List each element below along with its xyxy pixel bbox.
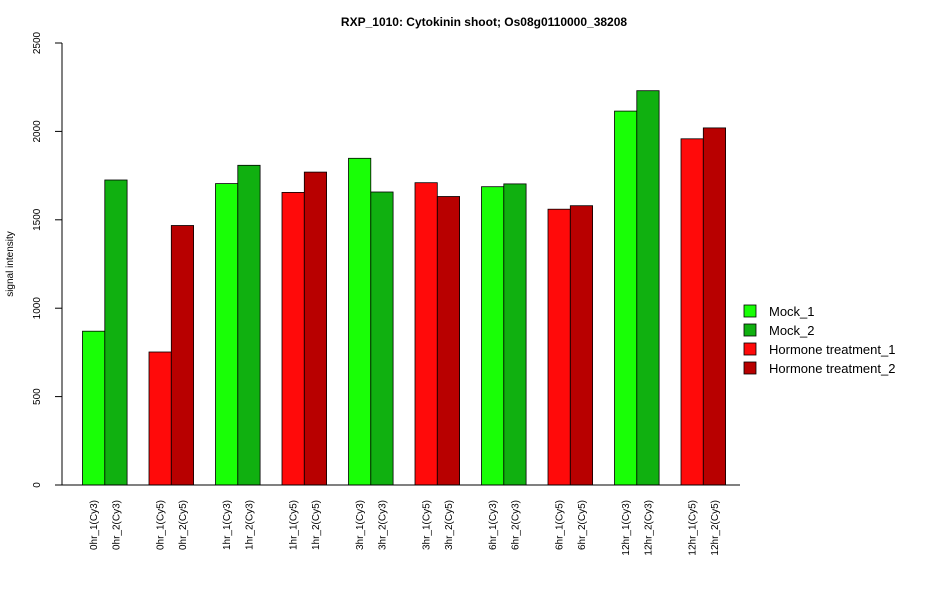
bar xyxy=(569,205,593,486)
bars-group xyxy=(82,90,726,486)
bar xyxy=(370,191,394,486)
x-tick-label: 12hr_1(Cy3) xyxy=(621,500,632,556)
x-tick-label: 12hr_2(Cy3) xyxy=(643,500,654,556)
x-tick-label: 12hr_1(Cy5) xyxy=(688,500,699,556)
x-tick-label: 6hr_2(Cy5) xyxy=(577,500,588,550)
legend-swatch xyxy=(743,342,757,356)
y-tick-label: 2000 xyxy=(32,120,43,143)
x-tick-label: 1hr_2(Cy3) xyxy=(245,500,256,550)
y-tick-label: 2500 xyxy=(32,31,43,54)
legend-label: Mock_1 xyxy=(769,304,815,319)
x-tick-label: 0hr_2(Cy5) xyxy=(178,500,189,550)
bar xyxy=(636,90,660,486)
bar xyxy=(281,191,305,486)
bar xyxy=(702,127,726,486)
x-tick-label: 0hr_1(Cy3) xyxy=(89,500,100,550)
bar xyxy=(481,186,505,486)
bar xyxy=(614,110,638,486)
y-tick-label: 0 xyxy=(32,482,43,488)
legend-label: Hormone treatment_1 xyxy=(769,342,895,357)
bar xyxy=(348,157,372,486)
x-tick-label: 6hr_2(Cy3) xyxy=(511,500,522,550)
bar xyxy=(104,179,128,486)
legend-swatch xyxy=(743,361,757,375)
bar xyxy=(303,171,327,486)
bar xyxy=(148,351,172,486)
x-tick-label: 3hr_2(Cy3) xyxy=(377,500,388,550)
x-tick-label: 3hr_2(Cy5) xyxy=(444,500,455,550)
x-tick-label: 1hr_1(Cy3) xyxy=(222,500,233,550)
bar xyxy=(170,225,195,486)
bar xyxy=(237,164,261,486)
y-tick-label: 1500 xyxy=(32,208,43,231)
x-tick-label: 0hr_2(Cy3) xyxy=(112,500,123,550)
legend-label: Mock_2 xyxy=(769,323,815,338)
legend-swatch xyxy=(743,323,757,337)
chart-title: RXP_1010: Cytokinin shoot; Os08g0110000_… xyxy=(341,15,627,29)
y-axis: 0 500 1000 1500 2000 2500 xyxy=(32,31,63,488)
x-tick-label: 6hr_1(Cy5) xyxy=(555,500,566,550)
x-tick-label: 3hr_1(Cy3) xyxy=(355,500,366,550)
x-tick-label: 1hr_1(Cy5) xyxy=(289,500,300,550)
bar xyxy=(436,196,460,486)
bar xyxy=(547,208,571,486)
legend-label: Hormone treatment_2 xyxy=(769,361,895,376)
x-tick-label: 6hr_1(Cy3) xyxy=(488,500,499,550)
bar xyxy=(414,182,438,486)
y-axis-label: signal intensity xyxy=(5,231,16,297)
bar xyxy=(680,138,704,486)
x-tick-label: 3hr_1(Cy5) xyxy=(422,500,433,550)
x-tick-label: 1hr_2(Cy5) xyxy=(311,500,322,550)
y-tick-label: 1000 xyxy=(32,297,43,320)
bar xyxy=(82,330,106,486)
bar xyxy=(215,183,239,486)
x-axis: 0hr_1(Cy3) 0hr_2(Cy3) 0hr_1(Cy5) 0hr_2(Cy5)… xyxy=(62,484,740,556)
legend: Mock_1 Mock_2 Hormone treatment_1 Hormone t… xyxy=(743,304,895,376)
legend-swatch xyxy=(743,304,757,318)
y-tick-label: 500 xyxy=(32,388,43,405)
bar xyxy=(503,183,527,486)
x-tick-label: 0hr_1(Cy5) xyxy=(156,500,167,550)
x-tick-label: 12hr_2(Cy5) xyxy=(710,500,721,556)
